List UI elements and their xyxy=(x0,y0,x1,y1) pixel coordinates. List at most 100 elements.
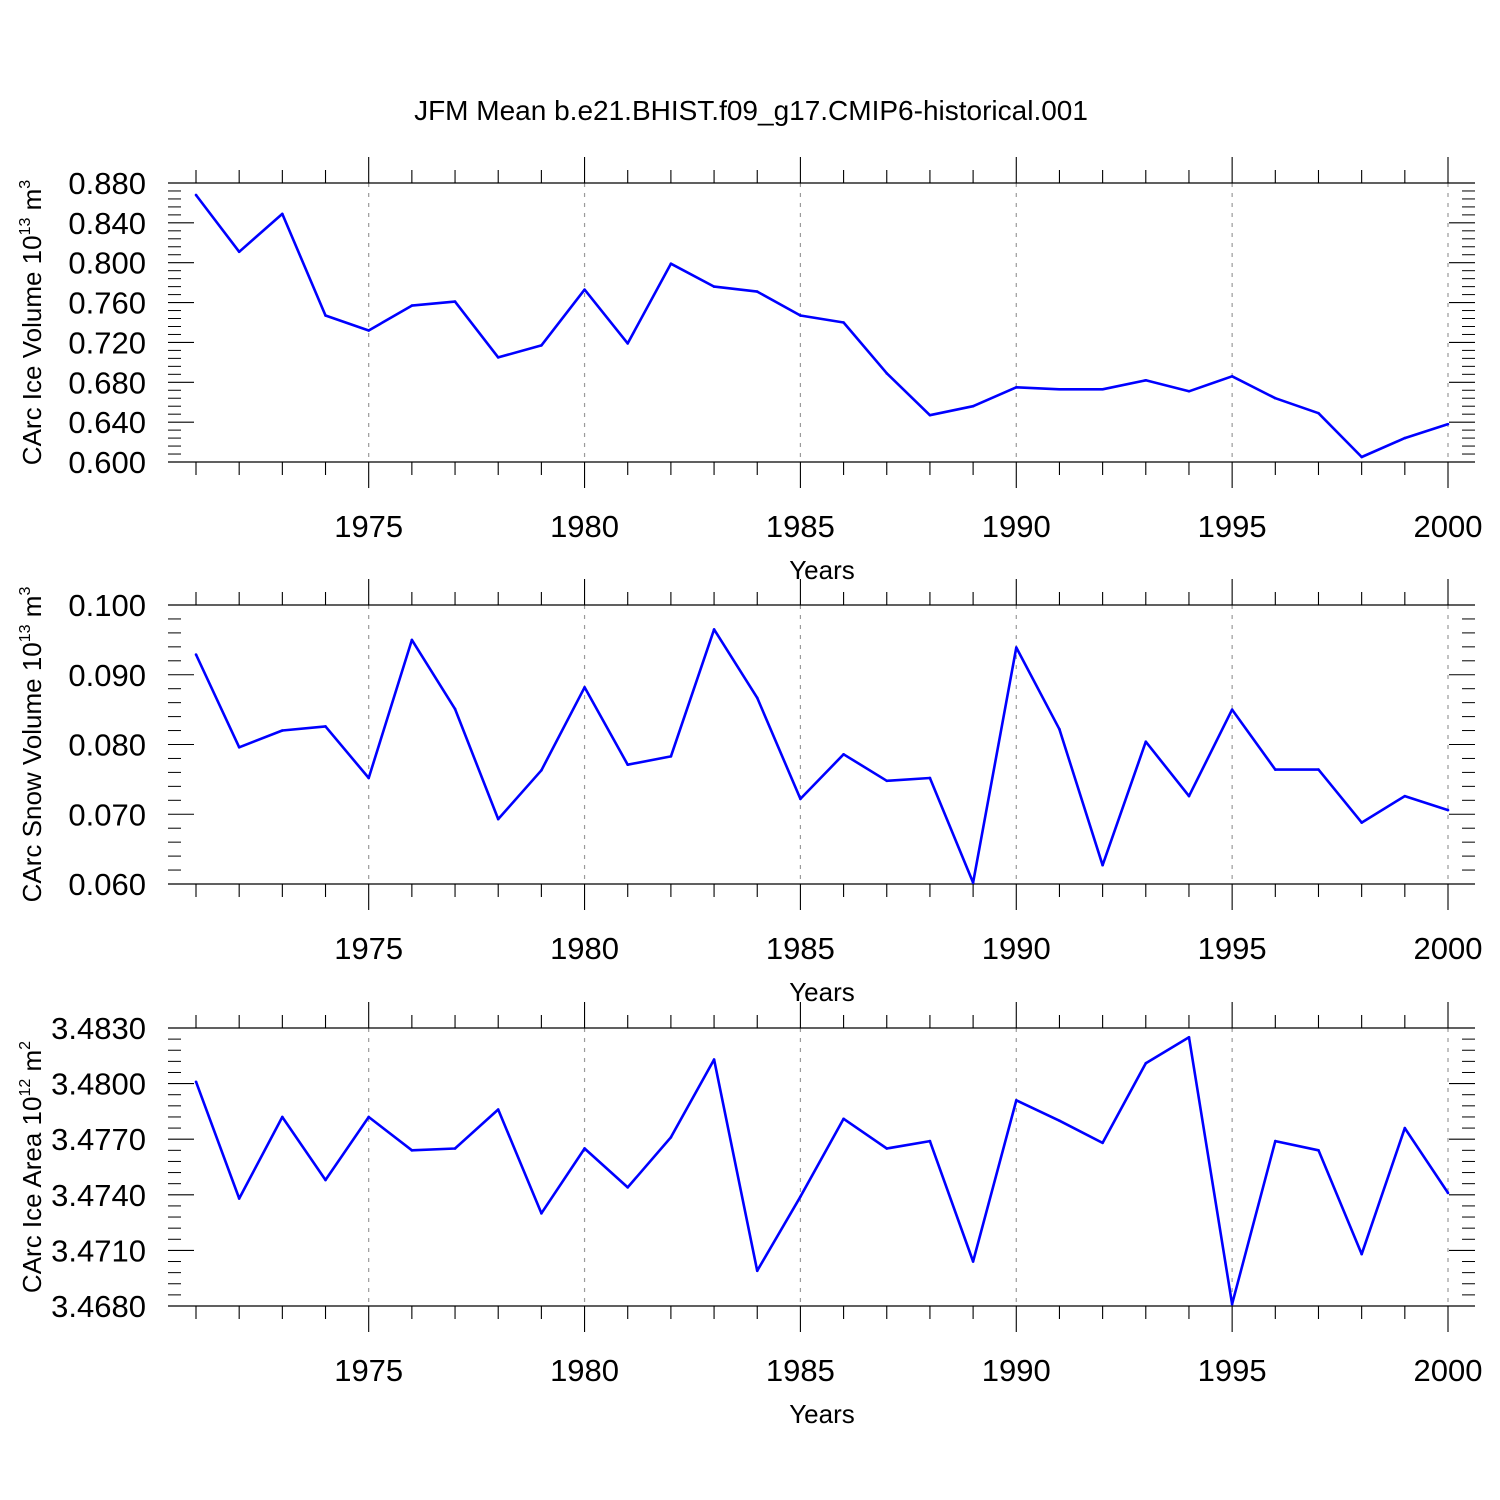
x-tick-label: 1990 xyxy=(982,931,1051,966)
data-point xyxy=(237,745,241,749)
data-point xyxy=(1101,387,1104,391)
data-point xyxy=(971,404,975,408)
data-point xyxy=(1274,396,1277,400)
data-point xyxy=(1058,727,1061,731)
data-point xyxy=(367,1115,370,1119)
data-point xyxy=(194,193,198,197)
data-point xyxy=(540,1212,543,1215)
y-tick-label: 3.4680 xyxy=(51,1289,146,1324)
data-point xyxy=(842,752,845,756)
x-axis-label: Years xyxy=(789,977,855,1007)
data-point xyxy=(1446,422,1450,426)
data-point xyxy=(367,329,370,332)
panel-3: 3.4680 3.4710 3.4740 3.4770 3.4800 3.4830 1975… xyxy=(17,1002,1482,1429)
x-tick-label: 1980 xyxy=(550,1353,619,1388)
y-tick-label: 0.800 xyxy=(68,246,146,281)
y-tick-label: 3.4830 xyxy=(51,1011,146,1046)
data-point xyxy=(712,285,716,288)
panel-1: 0.600 0.640 0.680 0.720 0.760 0.800 0.840 0.880… xyxy=(17,157,1482,585)
y-axis-label: CArc Ice Volume 1013 m3 xyxy=(17,180,47,465)
data-point xyxy=(1230,708,1234,711)
data-point xyxy=(1446,1191,1450,1195)
data-point xyxy=(885,372,889,375)
data-point xyxy=(1403,794,1407,798)
data-point xyxy=(928,413,932,417)
y-axis-label: CArc Snow Volume 1013 m3 xyxy=(17,587,47,903)
data-point xyxy=(1101,863,1104,867)
data-point xyxy=(1446,808,1450,812)
data-point xyxy=(712,1058,716,1061)
data-point xyxy=(1317,411,1320,415)
data-point xyxy=(237,250,241,254)
data-point xyxy=(1317,768,1320,771)
data-point xyxy=(842,1117,845,1121)
data-point xyxy=(1144,740,1148,744)
data-point xyxy=(583,1147,586,1150)
chart-title: JFM Mean b.e21.BHIST.f09_g17.CMIP6-histo… xyxy=(414,95,1088,126)
data-point xyxy=(1058,1119,1061,1122)
data-point xyxy=(1187,1035,1191,1039)
data-point xyxy=(971,1260,975,1263)
data-point xyxy=(324,725,327,728)
y-tick-label: 0.880 xyxy=(68,166,146,201)
data-point xyxy=(755,290,759,293)
data-point xyxy=(367,776,370,780)
data-point xyxy=(755,1269,759,1273)
x-tick-label: 2000 xyxy=(1414,1353,1483,1388)
y-tick-label: 0.060 xyxy=(68,867,146,902)
x-tick-label: 2000 xyxy=(1414,931,1483,966)
y-axis-label: CArc Ice Area 1012 m2 xyxy=(17,1041,47,1293)
data-point xyxy=(971,881,975,884)
data-point xyxy=(281,1115,284,1119)
data-point xyxy=(583,686,586,689)
x-tick-label: 1995 xyxy=(1198,1353,1267,1388)
x-axis-label: Years xyxy=(789,1399,855,1429)
data-point xyxy=(1144,378,1148,382)
y-tick-label: 0.840 xyxy=(68,206,146,241)
data-point xyxy=(626,342,630,345)
data-point xyxy=(712,628,716,631)
x-tick-label: 1980 xyxy=(550,509,619,544)
data-point xyxy=(626,1186,630,1189)
data-point xyxy=(885,1147,889,1150)
data-point xyxy=(410,638,414,642)
data-point xyxy=(799,1195,802,1198)
y-tick-label: 3.4740 xyxy=(51,1178,146,1213)
data-point xyxy=(1403,436,1407,440)
y-tick-label: 0.760 xyxy=(68,286,146,321)
data-point xyxy=(885,779,889,783)
data-point xyxy=(583,288,586,291)
data-point xyxy=(799,314,802,317)
data-point xyxy=(1360,455,1363,459)
y-tick-label: 0.080 xyxy=(68,728,146,763)
y-tick-label: 3.4800 xyxy=(51,1067,146,1102)
data-point xyxy=(1230,375,1234,378)
x-tick-label: 1990 xyxy=(982,1353,1051,1388)
x-tick-label: 1985 xyxy=(766,1353,835,1388)
data-point xyxy=(799,797,802,801)
x-tick-label: 1995 xyxy=(1198,931,1267,966)
data-point xyxy=(928,776,932,780)
data-point xyxy=(237,1197,241,1200)
x-axis-label: Years xyxy=(789,555,855,585)
data-point xyxy=(496,1108,500,1111)
x-tick-label: 1990 xyxy=(982,509,1051,544)
data-point xyxy=(669,1136,673,1139)
y-tick-label: 0.720 xyxy=(68,325,146,360)
data-point xyxy=(453,300,457,303)
data-point xyxy=(281,212,284,216)
x-tick-label: 1975 xyxy=(334,509,403,544)
data-point xyxy=(1360,821,1363,824)
data-point xyxy=(1274,1139,1277,1143)
data-point xyxy=(1014,1098,1018,1102)
y-tick-label: 0.600 xyxy=(68,445,146,480)
y-tick-label: 3.4710 xyxy=(51,1233,146,1268)
data-point xyxy=(669,755,673,758)
data-point xyxy=(324,314,327,317)
data-point xyxy=(281,729,284,732)
x-tick-label: 1985 xyxy=(766,931,835,966)
data-point xyxy=(410,1149,414,1152)
x-tick-label: 1975 xyxy=(334,931,403,966)
data-point xyxy=(453,1147,457,1150)
